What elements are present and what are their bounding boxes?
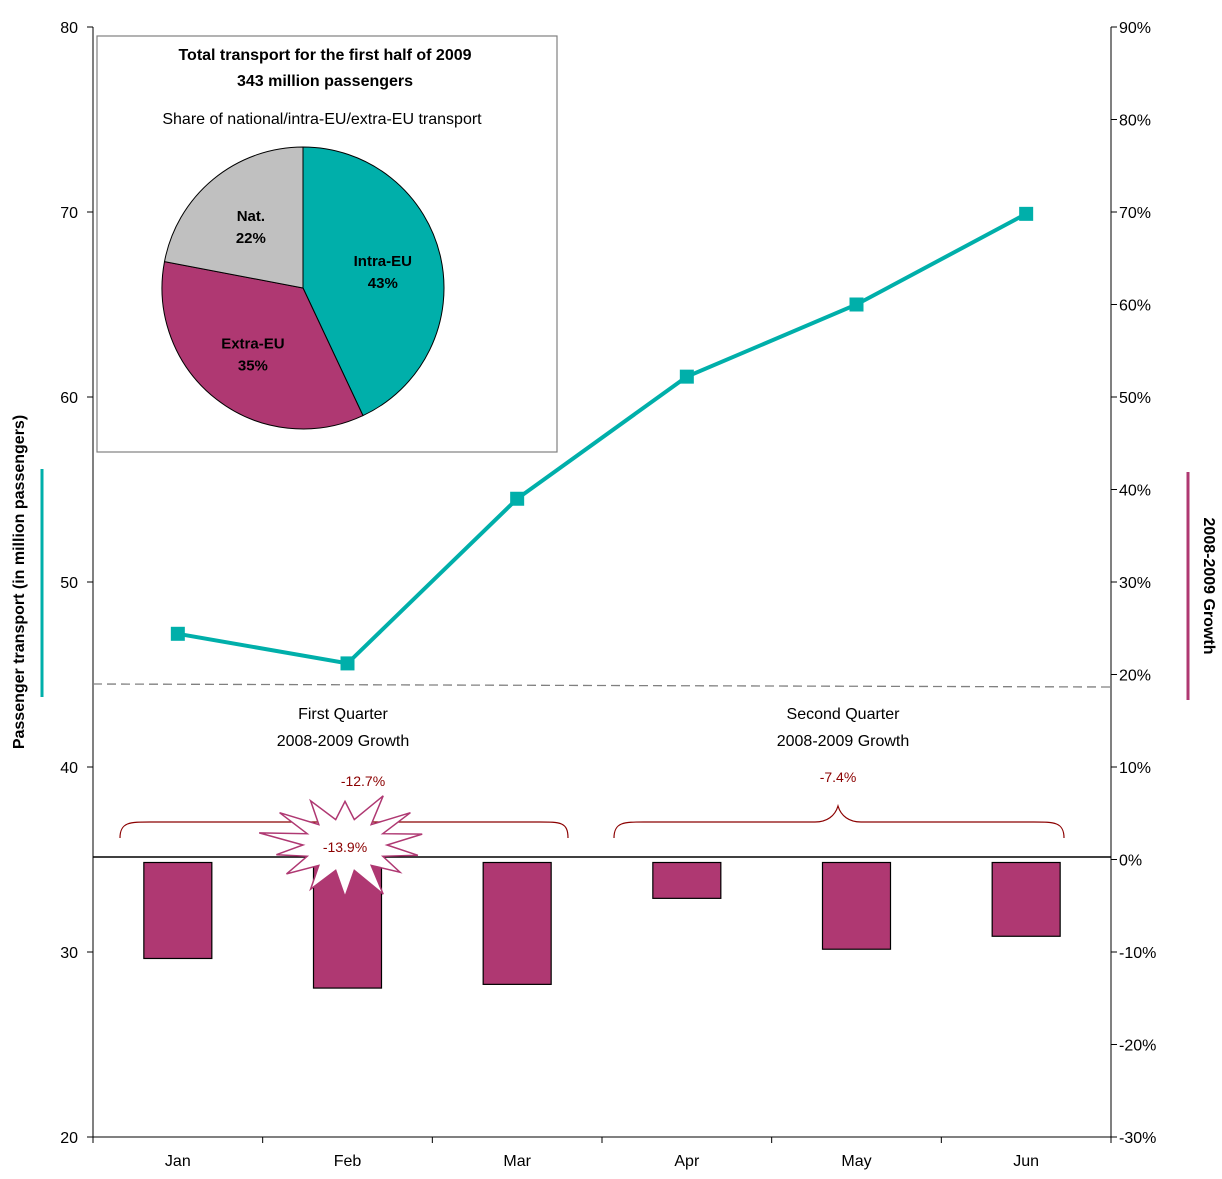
burst-shape [259,795,423,900]
q2-annotation-subtitle: 2008-2009 Growth [777,733,910,750]
q2-brace [613,803,1065,839]
right-tick-label: 20% [1119,668,1151,685]
x-tick-label: Mar [503,1153,531,1170]
growth-bar [991,861,1061,937]
right-axis-ticks: -30% -20% -10% 0% 10% 20% 30% 40% 50% 60% 70% 80% 90… [1111,20,1156,1147]
left-tick-label: 50 [60,575,78,592]
q1-annotation-title: First Quarter [298,706,388,723]
pie-slice-label: Intra-EU [354,253,412,270]
left-tick-label: 20 [60,1130,78,1147]
growth-bar [143,861,213,960]
feb-burst-callout: -13.9% [259,795,423,900]
left-axis-title: Passenger transport (in million passenge… [11,415,28,749]
right-tick-label: 0% [1119,853,1142,870]
x-axis-ticks: Jan Feb Mar Apr May Jun [92,1137,1112,1170]
pie-slice [302,146,445,417]
right-tick-label: 50% [1119,390,1151,407]
pie-slice-value: 22% [236,230,266,247]
right-tick-label: 30% [1119,575,1151,592]
pie-title: Total transport for the first half of 20… [178,47,471,64]
passenger-point [849,297,864,312]
pie-slice-value: 43% [368,275,398,292]
passenger-point [510,491,525,506]
passenger-point [170,626,185,641]
pie-caption: Share of national/intra-EU/extra-EU tran… [162,111,482,128]
x-tick-label: May [841,1153,871,1170]
left-tick-label: 40 [60,760,78,777]
x-tick-label: Jan [165,1153,191,1170]
q2-annotation-title: Second Quarter [787,706,901,723]
right-tick-label: 40% [1119,483,1151,500]
left-tick-label: 80 [60,20,78,37]
q1-growth-value: -12.7% [341,773,385,789]
passenger-line-series [170,206,1034,671]
right-tick-label: 90% [1119,20,1151,37]
right-tick-label: 60% [1119,298,1151,315]
pie-slice-value: 35% [238,358,268,375]
pie-chart: Intra-EU 43% Extra-EU 35% Nat. 22% [161,146,445,430]
left-tick-label: 60 [60,390,78,407]
pie-slice-label: Extra-EU [221,336,284,353]
pie-subtitle: 343 million passengers [237,73,413,90]
passenger-point [340,656,355,671]
burst-value: -13.9% [323,839,367,855]
right-tick-label: 70% [1119,205,1151,222]
q1-annotation-subtitle: 2008-2009 Growth [277,733,410,750]
right-tick-label: 10% [1119,760,1151,777]
growth-bar [652,861,722,899]
passenger-point [679,369,694,384]
right-tick-label: -30% [1119,1130,1156,1147]
growth-bars [143,861,1061,989]
q2-growth-value: -7.4% [820,769,857,785]
x-tick-label: Apr [674,1153,700,1170]
right-tick-label: 80% [1119,113,1151,130]
x-tick-label: Jun [1013,1153,1039,1170]
right-axis-title: 2008-2009 Growth [1200,518,1217,655]
separator-dashed-line [92,683,1112,688]
left-tick-label: 70 [60,205,78,222]
pie-slice [163,146,304,289]
pie-inset: Total transport for the first half of 20… [96,35,558,453]
left-tick-label: 30 [60,945,78,962]
x-tick-label: Feb [334,1153,362,1170]
passenger-point [1019,206,1034,221]
left-axis-ticks: 20 30 40 50 60 70 80 [60,20,93,1147]
right-tick-label: -20% [1119,1038,1156,1055]
passenger-line [177,212,1028,666]
pie-slice [161,261,364,430]
pie-slice-label: Nat. [237,208,265,225]
growth-bar [821,861,892,950]
right-tick-label: -10% [1119,945,1156,962]
growth-bar [482,861,552,985]
